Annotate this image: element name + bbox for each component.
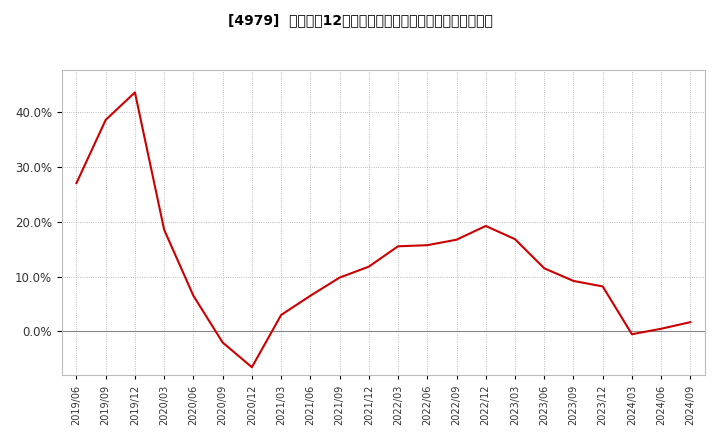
- Text: [4979]  売上高の12か月移動合計の対前年同期増減率の推移: [4979] 売上高の12か月移動合計の対前年同期増減率の推移: [228, 13, 492, 27]
